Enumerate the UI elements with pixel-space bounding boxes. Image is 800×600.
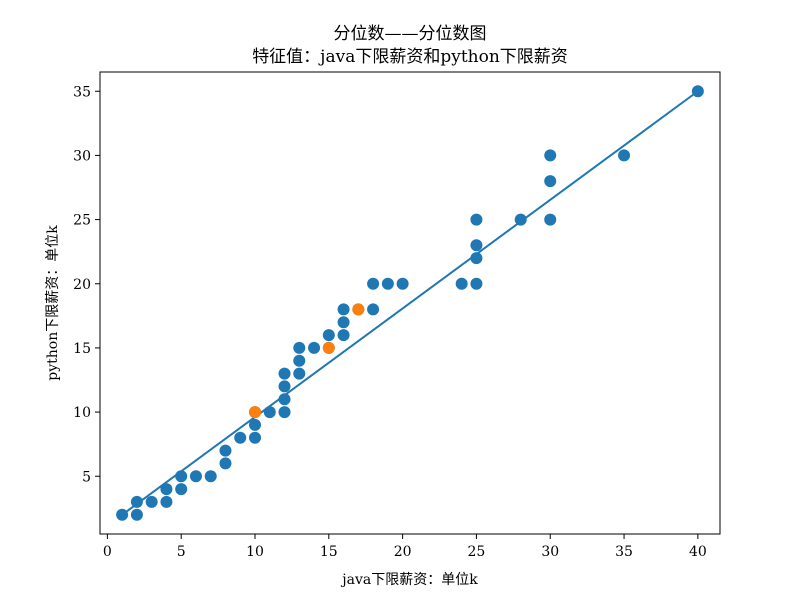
- data-point-0-35: [455, 277, 468, 290]
- data-point-0-3: [145, 495, 158, 508]
- data-point-0-44: [618, 149, 631, 162]
- data-point-0-16: [263, 406, 276, 419]
- x-tick-label-35: 35: [615, 544, 633, 560]
- data-point-0-45: [691, 85, 704, 98]
- x-tick-label-40: 40: [689, 544, 707, 560]
- axes: 0 5 10 15 20 25 30 35 40 5 10 15 20 25 30 35: [73, 71, 721, 560]
- data-point-1-0: [249, 406, 261, 419]
- data-point-0-36: [470, 277, 483, 290]
- data-point-0-1: [130, 508, 143, 521]
- chart-subtitle: 特征值：java下限薪资和python下限薪资: [252, 47, 568, 67]
- data-point-0-43: [544, 149, 557, 162]
- fit-line: [121, 90, 699, 516]
- data-point-0-24: [308, 341, 321, 354]
- data-point-0-39: [470, 213, 483, 226]
- y-tick-label-5: 5: [82, 469, 91, 485]
- x-tick-label-25: 25: [468, 544, 486, 560]
- data-point-0-18: [278, 393, 291, 406]
- x-tick-label-5: 5: [177, 544, 186, 560]
- series-1: [249, 303, 365, 419]
- data-point-0-12: [234, 431, 247, 444]
- axes-frame: [99, 71, 721, 535]
- data-point-1-2: [352, 303, 365, 316]
- plot-area: [116, 85, 704, 521]
- data-point-0-14: [249, 418, 261, 431]
- data-point-0-38: [470, 239, 483, 252]
- data-point-0-0: [116, 508, 129, 521]
- data-point-0-37: [470, 252, 483, 265]
- y-tick-label-20: 20: [73, 277, 91, 293]
- x-tick-label-0: 0: [103, 544, 112, 560]
- y-tick-label-10: 10: [73, 405, 91, 421]
- data-point-0-40: [514, 213, 527, 226]
- data-point-0-29: [337, 303, 350, 316]
- data-point-0-28: [337, 316, 350, 329]
- data-point-0-34: [396, 277, 409, 290]
- data-point-0-9: [204, 470, 217, 483]
- data-point-0-26: [322, 329, 335, 342]
- data-point-0-20: [278, 367, 291, 380]
- data-point-0-7: [175, 470, 188, 483]
- data-point-0-31: [367, 303, 380, 316]
- data-point-0-42: [544, 175, 557, 188]
- x-tick-label-30: 30: [541, 544, 559, 560]
- data-point-0-11: [219, 444, 232, 457]
- y-axis-label: python下限薪资：单位k: [45, 225, 61, 381]
- y-tick-label-35: 35: [73, 84, 91, 100]
- data-point-0-19: [278, 380, 291, 393]
- data-point-0-8: [189, 470, 202, 483]
- data-point-0-23: [293, 341, 306, 354]
- data-point-0-21: [293, 367, 306, 380]
- data-point-0-2: [130, 495, 143, 508]
- data-point-0-22: [293, 354, 306, 367]
- data-point-0-27: [337, 329, 350, 342]
- data-point-0-10: [219, 457, 232, 470]
- data-point-0-6: [175, 483, 188, 496]
- x-tick-label-10: 10: [246, 544, 264, 560]
- data-point-0-4: [160, 495, 173, 508]
- data-point-0-32: [367, 277, 380, 290]
- data-point-0-5: [160, 483, 173, 496]
- data-point-0-13: [249, 431, 261, 444]
- x-tick-label-15: 15: [320, 544, 338, 560]
- x-axis-label: java下限薪资：单位k: [340, 572, 478, 588]
- y-tick-label-30: 30: [73, 148, 91, 164]
- y-tick-label-15: 15: [73, 341, 91, 357]
- data-point-0-17: [278, 406, 291, 419]
- data-point-1-1: [322, 341, 335, 354]
- chart-title: 分位数——分位数图: [334, 24, 487, 44]
- x-tick-label-20: 20: [394, 544, 412, 560]
- series-0: [116, 85, 704, 521]
- data-point-0-41: [544, 213, 557, 226]
- data-point-0-33: [381, 277, 394, 290]
- y-tick-label-25: 25: [73, 213, 91, 229]
